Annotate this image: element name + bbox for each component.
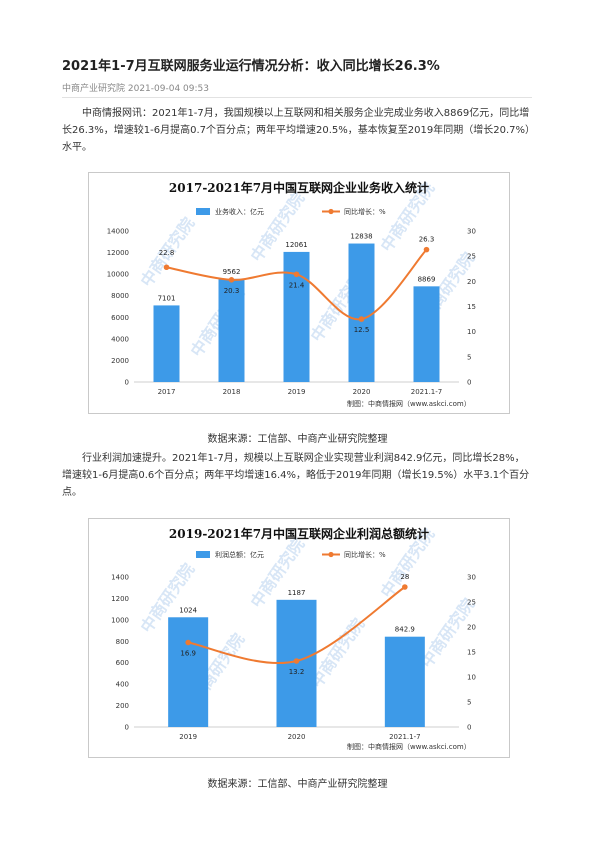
line-value-label: 26.3 <box>419 236 435 244</box>
x-tick-label: 2021.1-7 <box>411 388 442 396</box>
y2-tick-label: 20 <box>467 624 476 632</box>
paragraph-revenue: 中商情报网讯：2021年1-7月，我国规模以上互联网和相关服务企业完成业务收入8… <box>62 108 530 153</box>
line-value-label: 22.8 <box>159 249 175 257</box>
y-tick-label: 800 <box>116 638 129 646</box>
x-tick-label: 2020 <box>353 388 371 396</box>
chart-title: 2017-2021年7月中国互联网企业业务收入统计 <box>169 180 429 195</box>
bar <box>384 636 425 727</box>
line-point <box>293 658 300 664</box>
x-tick-label: 2018 <box>223 388 241 396</box>
chart-source: 制图：中商情报网（www.askci.com） <box>347 399 471 408</box>
y-tick-label: 4000 <box>111 335 129 343</box>
chart-caption-revenue: 数据来源：工信部、中商产业研究院整理 <box>207 434 388 445</box>
y-tick-label: 1200 <box>111 595 129 603</box>
line-point <box>402 584 408 590</box>
y2-tick-label: 0 <box>467 379 471 387</box>
legend-bar-swatch <box>196 551 210 558</box>
title-divider <box>62 97 532 98</box>
y2-tick-label: 20 <box>467 278 476 286</box>
y-tick-label: 12000 <box>107 249 129 257</box>
profit-chart: 中商研究院 中商研究院 中商研究院 中商研究院 中商研究院 中商研究院 2019-2021年… <box>88 518 510 758</box>
line-point <box>185 639 191 646</box>
line-point <box>228 277 235 283</box>
bar <box>218 278 245 382</box>
y2-tick-label: 15 <box>467 649 476 657</box>
bar-value-label: 1187 <box>288 589 306 597</box>
y2-tick-label: 0 <box>467 724 471 732</box>
legend-line-marker <box>328 208 334 215</box>
bar-value-label: 12061 <box>285 241 307 249</box>
x-tick-label: 2017 <box>158 388 176 396</box>
line-value-label: 16.9 <box>180 650 196 658</box>
bar-value-label: 12838 <box>350 233 372 241</box>
bar-value-label: 8869 <box>418 275 436 283</box>
paragraph-profit: 行业利润加速提升。2021年1-7月，规模以上互联网企业实现营业利润842.9亿… <box>62 453 530 498</box>
y-tick-label: 400 <box>116 681 129 689</box>
y-tick-label: 2000 <box>111 357 129 365</box>
line-value-label: 21.4 <box>289 281 305 289</box>
y2-tick-label: 30 <box>467 228 476 236</box>
bar-value-label: 1024 <box>179 606 197 614</box>
article-title: 2021年1-7月互联网服务业运行情况分析：收入同比增长26.3% <box>62 59 440 74</box>
line-value-label: 13.2 <box>289 668 305 676</box>
bar-value-label: 842.9 <box>395 626 415 634</box>
line-point <box>293 271 300 278</box>
legend-bar-label: 利润总额：亿元 <box>215 550 264 559</box>
bar <box>283 251 310 382</box>
y-tick-label: 0 <box>125 724 129 732</box>
line-value-label: 28 <box>400 573 409 581</box>
y-tick-label: 10000 <box>107 271 129 279</box>
x-tick-label: 2021.1-7 <box>389 733 420 741</box>
bar-value-label: 7101 <box>158 294 176 302</box>
line-point <box>358 316 365 322</box>
chart-source: 制图：中商情报网（www.askci.com） <box>347 742 471 751</box>
legend-line-marker <box>328 551 334 558</box>
y-tick-label: 1000 <box>111 616 129 624</box>
x-tick-label: 2019 <box>288 388 306 396</box>
y2-tick-label: 15 <box>467 303 476 311</box>
bar <box>348 243 375 382</box>
y2-tick-label: 5 <box>467 699 471 707</box>
y2-tick-label: 5 <box>467 353 471 361</box>
y-tick-label: 0 <box>125 379 129 387</box>
line-value-label: 20.3 <box>224 287 240 295</box>
bar <box>168 617 209 727</box>
chart-title: 2019-2021年7月中国互联网企业利润总额统计 <box>169 526 429 541</box>
y2-tick-label: 25 <box>467 253 476 261</box>
bar <box>153 305 180 382</box>
y-tick-label: 1400 <box>111 574 129 582</box>
y-tick-label: 6000 <box>111 314 129 322</box>
article-meta: 中商产业研究院 2021-09-04 09:53 <box>62 84 209 94</box>
chart-caption-profit: 数据来源：工信部、中商产业研究院整理 <box>207 779 388 790</box>
y-tick-label: 8000 <box>111 292 129 300</box>
bar-value-label: 9562 <box>223 268 241 276</box>
x-tick-label: 2020 <box>288 733 306 741</box>
y2-tick-label: 30 <box>467 574 476 582</box>
line-point <box>423 246 430 253</box>
legend-line-label: 同比增长：% <box>344 550 386 559</box>
line-point <box>163 264 170 271</box>
growth-line <box>166 248 428 321</box>
y-tick-label: 600 <box>116 659 129 667</box>
y-tick-label: 200 <box>116 702 129 710</box>
legend-line-label: 同比增长：% <box>344 207 386 216</box>
legend-bar-swatch <box>196 208 210 215</box>
y-tick-label: 14000 <box>107 228 129 236</box>
bar <box>413 286 440 382</box>
y2-tick-label: 10 <box>467 328 476 336</box>
line-value-label: 12.5 <box>354 326 370 334</box>
x-tick-label: 2019 <box>179 733 197 741</box>
y2-tick-label: 10 <box>467 674 476 682</box>
revenue-chart: 中商研究院 中商研究院 中商研究院 中商研究院 中商研究院 中商研究院 2017-2021年… <box>88 172 510 414</box>
y2-tick-label: 25 <box>467 599 476 607</box>
legend-bar-label: 业务收入：亿元 <box>215 207 264 216</box>
